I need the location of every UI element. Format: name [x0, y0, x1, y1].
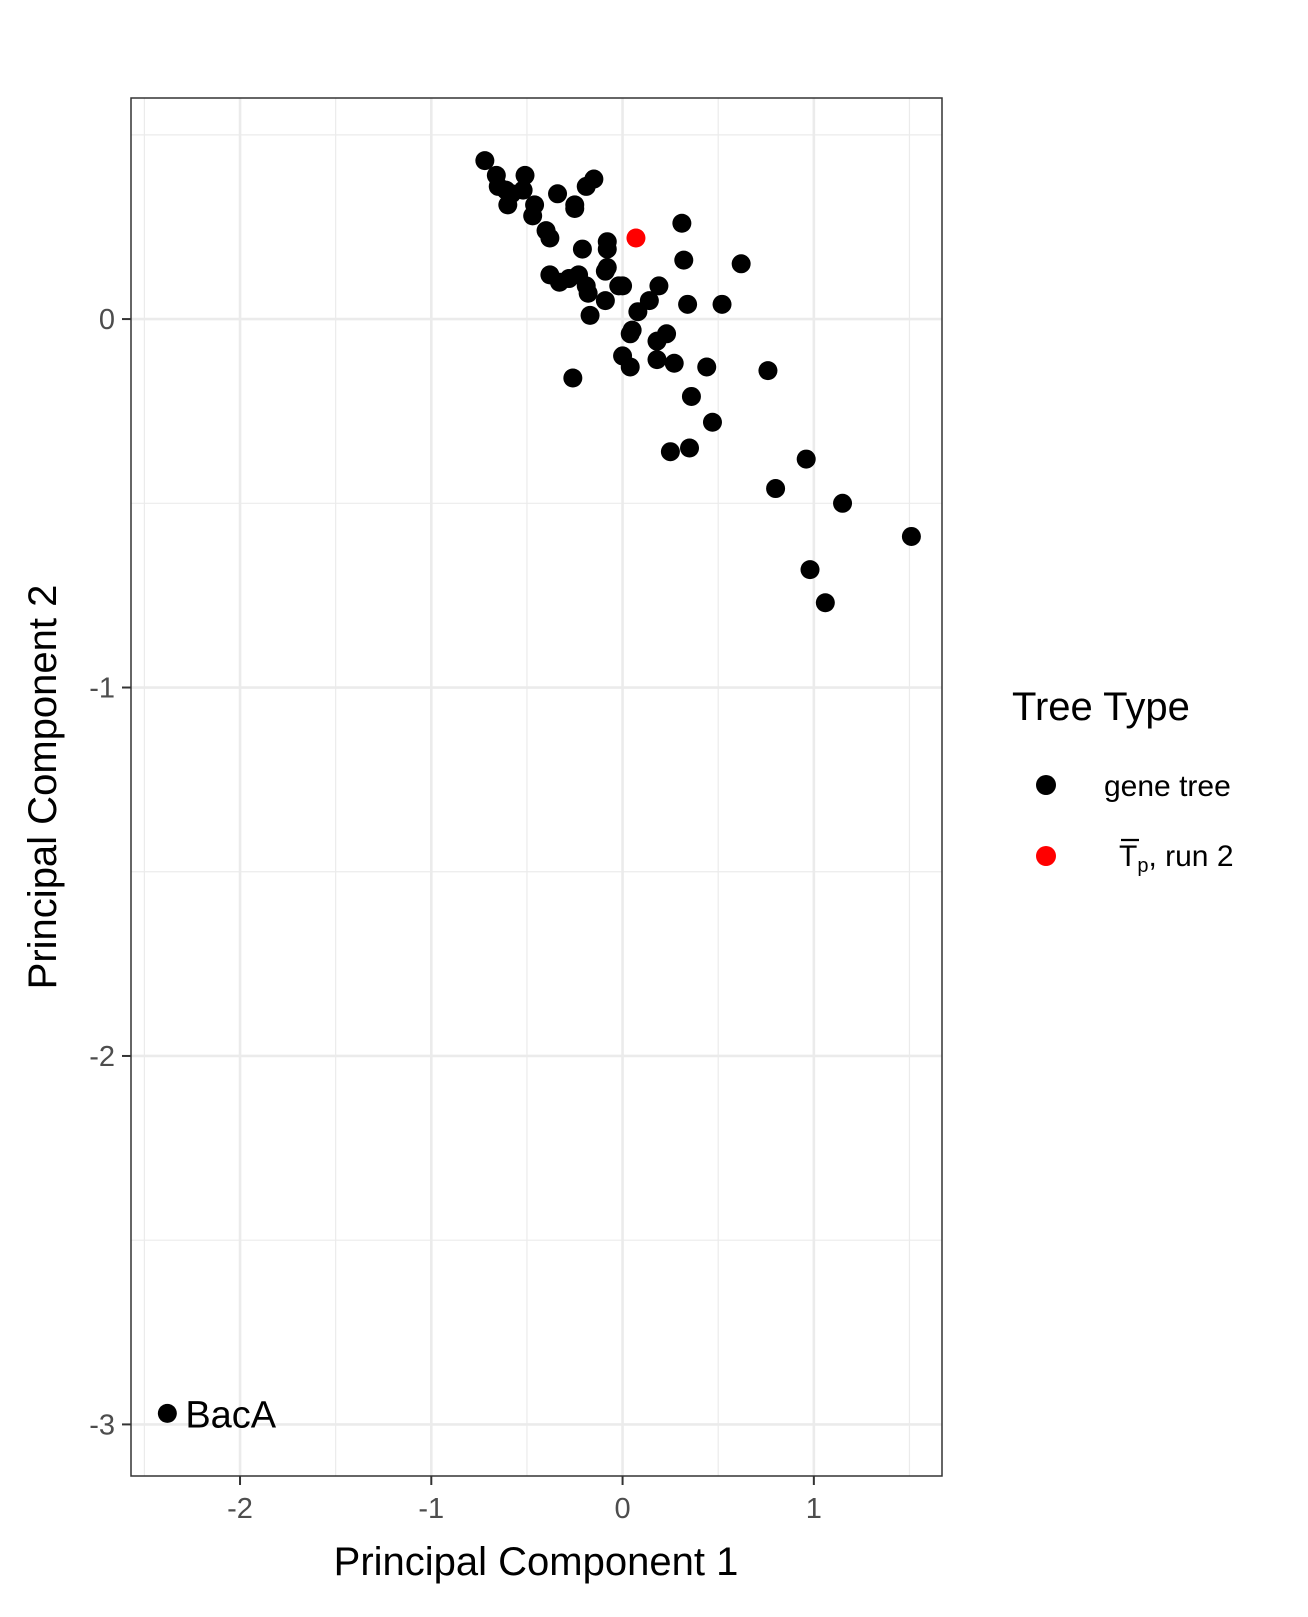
gene-tree-point [580, 305, 600, 325]
gene-tree-point [565, 199, 585, 219]
major-gridlines [131, 98, 942, 1476]
gene-tree-point [672, 213, 692, 233]
x-tick-label: 1 [806, 1493, 822, 1525]
panel-border [130, 97, 943, 1477]
gene-tree-point [833, 493, 853, 513]
gene-tree-point [595, 291, 615, 311]
gene-tree-point [796, 449, 816, 469]
y-tick-label: -3 [89, 1409, 115, 1441]
gene-tree-point [697, 357, 717, 377]
legend-label-rest: , run 2 [1148, 840, 1233, 873]
gene-tree-point [657, 324, 677, 344]
legend-key-gene-tree [1036, 775, 1056, 795]
point-label-baca: BacA [185, 1394, 276, 1436]
legend-label-tp-run-2: Tp, run 2 [1119, 840, 1234, 877]
gene-tree-point [680, 438, 700, 458]
gene-tree-point [584, 169, 604, 189]
minor-gridlines [131, 98, 942, 1476]
gene-tree-point [523, 206, 543, 226]
gene-tree-point [613, 276, 633, 296]
y-tick-label: -1 [89, 673, 115, 705]
points-layer [157, 151, 921, 1423]
gene-tree-point [800, 560, 820, 580]
gene-tree-point [540, 228, 560, 248]
gene-tree-point [674, 250, 694, 270]
gene-tree-point [901, 526, 921, 546]
gene-tree-point [515, 165, 535, 185]
gene-tree-point [664, 353, 684, 373]
gene-tree-point [563, 368, 583, 388]
legend-title: Tree Type [1012, 685, 1190, 729]
gene-tree-point [622, 320, 642, 340]
gene-tree-point [649, 276, 669, 296]
gene-tree-point [678, 294, 698, 314]
gene-tree-point [639, 291, 659, 311]
gene-tree-point [475, 151, 495, 171]
gene-tree-point [578, 283, 598, 303]
tp-run-2-point [626, 228, 646, 248]
gene-tree-point [766, 479, 786, 499]
x-axis: -2 -1 0 1 [227, 1476, 822, 1525]
gene-tree-point [597, 239, 617, 259]
y-axis: 0 -1 -2 -3 [89, 304, 131, 1441]
y-tick-label: 0 [99, 304, 115, 336]
x-axis-title: Principal Component 1 [334, 1540, 739, 1584]
x-tick-label: -1 [418, 1493, 444, 1525]
y-tick-label: -2 [89, 1041, 115, 1073]
gene-tree-point [548, 184, 568, 204]
legend-label-gene-tree: gene tree [1104, 770, 1231, 803]
gene-tree-point [498, 195, 518, 215]
legend-label-subscript: p [1137, 855, 1148, 877]
annotation-layer: BacA [185, 1394, 276, 1436]
legend-key-tp-run-2 [1036, 846, 1056, 866]
gene-tree-point [572, 239, 592, 259]
plot-panel [131, 98, 942, 1476]
legend-label-main: T [1119, 840, 1137, 873]
gene-tree-point [712, 294, 732, 314]
gene-tree-point [758, 361, 778, 381]
gene-tree-point [660, 442, 680, 462]
gene-tree-point [597, 257, 617, 277]
gene-tree-point [513, 180, 533, 200]
gene-tree-point [157, 1403, 177, 1423]
x-tick-label: -2 [227, 1493, 253, 1525]
gene-tree-point [620, 357, 640, 377]
gene-tree-point [702, 412, 722, 432]
gene-tree-point [815, 593, 835, 613]
gene-tree-point [647, 350, 667, 370]
y-axis-title: Principal Component 2 [21, 585, 65, 990]
legend: Tree Type gene tree Tp, run 2 [1012, 685, 1234, 877]
gene-tree-point [731, 254, 751, 274]
gene-tree-point [681, 386, 701, 406]
x-tick-label: 0 [615, 1493, 631, 1525]
